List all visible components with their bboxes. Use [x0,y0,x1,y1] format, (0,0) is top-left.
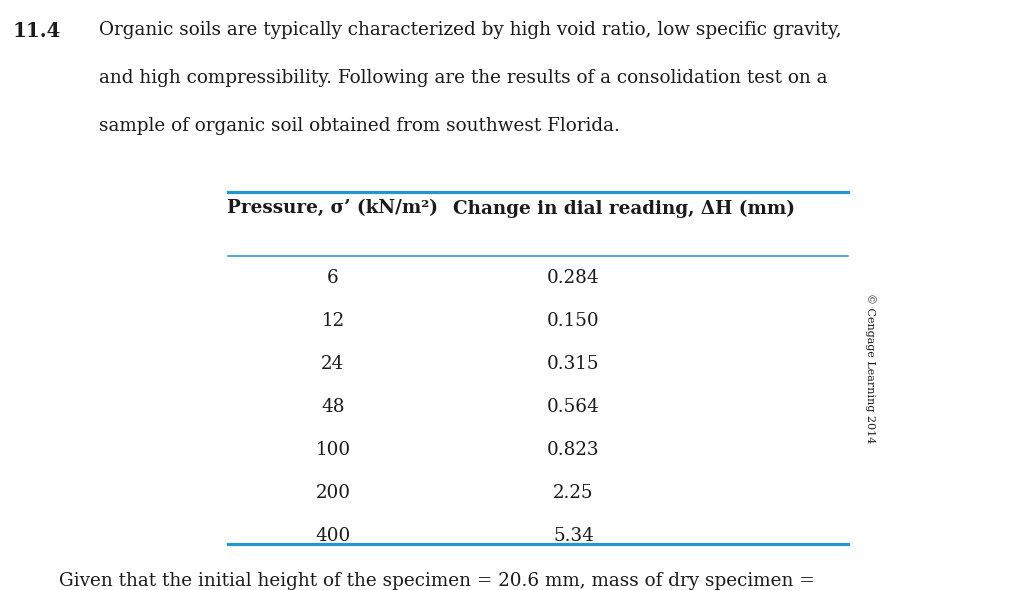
Text: 6: 6 [327,269,339,287]
Text: 100: 100 [316,441,350,460]
Text: 0.564: 0.564 [547,398,600,417]
Text: 400: 400 [316,527,350,546]
Text: Organic soils are typically characterized by high void ratio, low specific gravi: Organic soils are typically characterize… [99,21,842,39]
Text: Given that the initial height of the specimen = 20.6 mm, mass of dry specimen =: Given that the initial height of the spe… [59,572,815,590]
Text: 0.823: 0.823 [547,441,600,460]
Text: Pressure, σ’ (kN/m²): Pressure, σ’ (kN/m²) [227,199,438,218]
Text: 48: 48 [321,398,345,417]
Text: 0.150: 0.150 [547,312,600,330]
Text: 0.315: 0.315 [547,355,600,373]
Text: 2.25: 2.25 [553,484,594,503]
Text: 11.4: 11.4 [12,21,61,41]
Text: 0.284: 0.284 [547,269,600,287]
Text: Change in dial reading, ΔH (mm): Change in dial reading, ΔH (mm) [454,199,795,218]
Text: sample of organic soil obtained from southwest Florida.: sample of organic soil obtained from sou… [99,117,620,136]
Text: 12: 12 [322,312,344,330]
Text: 200: 200 [316,484,350,503]
Text: and high compressibility. Following are the results of a consolidation test on a: and high compressibility. Following are … [99,69,828,87]
Text: © Cengage Learning 2014: © Cengage Learning 2014 [866,293,876,443]
Text: 24: 24 [322,355,344,373]
Text: 5.34: 5.34 [553,527,594,546]
